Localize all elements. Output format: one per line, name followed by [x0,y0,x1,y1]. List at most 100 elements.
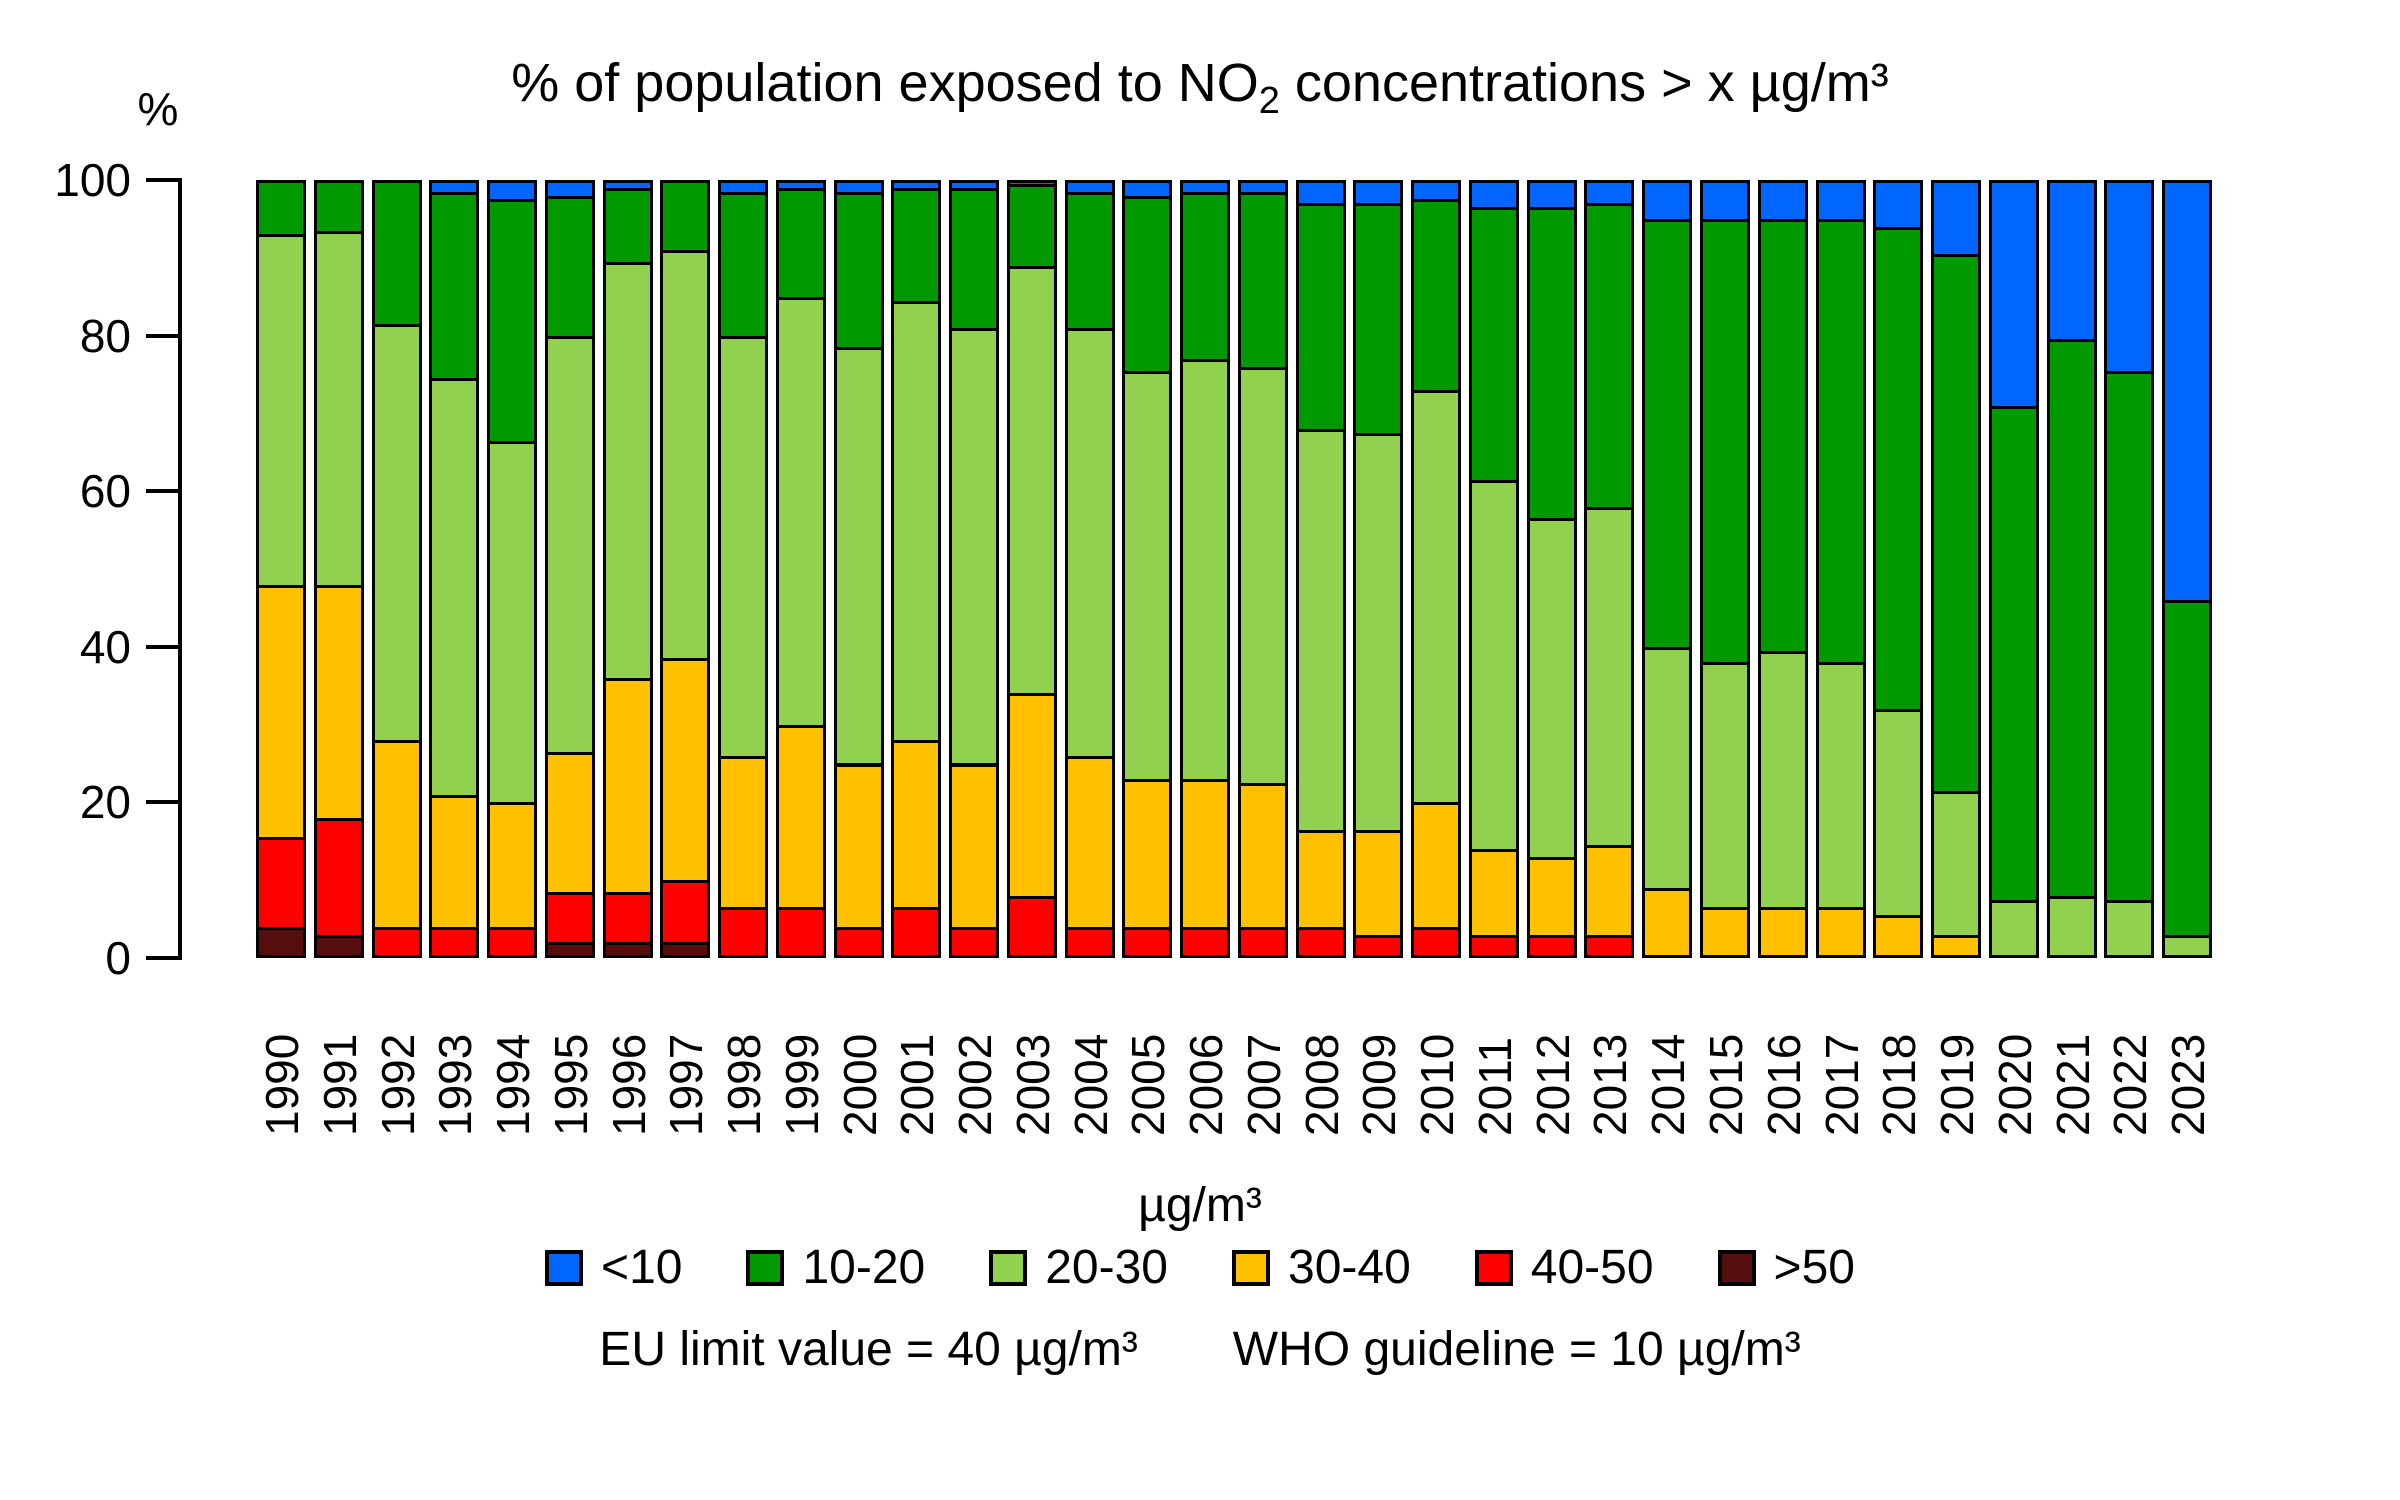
legend-item-2030: 20-30 [989,1244,1168,1292]
bar-segment-30-40-2016 [1757,907,1808,958]
chart-title-post: concentrations > x µg/m³ [1279,53,1889,113]
legend-item-10: <10 [545,1244,682,1292]
legend: <10 10-20 20-30 30-40 40-50 >50 [0,1244,2400,1292]
x-axis-label-2016: 2016 [1757,1033,1810,1136]
bar-segment-30-40-2002 [949,763,1000,930]
x-axis-label-2014: 2014 [1642,1033,1695,1136]
bar-segment-30-40-2003 [1006,693,1057,899]
y-axis-tick-label: 80 [79,309,131,362]
bar-segment-20-30-2002 [949,327,1000,767]
bar-segment-<10-2011 [1468,180,1519,211]
x-axis-label-2000: 2000 [833,1033,886,1136]
bar-segment-40-50-2007 [1237,926,1288,958]
bar-segment-10-20-2010 [1411,199,1462,394]
bar-segment-30-40-2013 [1584,845,1635,938]
x-axis-label-2007: 2007 [1237,1033,1290,1136]
bar-segment-40-50-2011 [1468,934,1519,958]
bar-segment-30-40-1998 [718,755,769,911]
bar-segment-40-50-2002 [949,926,1000,958]
bar-segment-30-40-1999 [775,724,826,911]
bar-segment-30-40-2012 [1526,856,1577,938]
bar-segment-<10-1999 [775,180,826,191]
bar-segment-40-50-2004 [1064,926,1115,958]
legend-swatch-icon [746,1250,785,1286]
bar-segment-<10-2013 [1584,180,1635,207]
bar-segment-10-20-2008 [1295,203,1346,432]
bar-segment-20-30-1990 [256,234,306,588]
bar-segment-10-20-1991 [313,180,364,234]
bar-segment-20-30-2019 [1931,790,1982,938]
x-axis-label-2004: 2004 [1064,1033,1117,1136]
y-axis-tick-label: 100 [54,154,131,206]
bar-segment-<10-2004 [1064,180,1115,195]
bar-segment-40-50-2012 [1526,934,1577,958]
bar-segment-30-40-2006 [1180,779,1231,930]
bar-segment-<10-2022 [2104,180,2155,374]
bar-segment-10-20-1994 [487,199,538,444]
bar-segment-10-20-2009 [1353,203,1404,436]
bar-segment-40-50-2006 [1180,926,1231,958]
legend-label: >50 [1773,1241,1855,1294]
x-axis-label-1995: 1995 [544,1033,597,1136]
bar-segment-40-50-2013 [1584,934,1635,958]
bar-segment-10-20-2015 [1700,218,1750,666]
x-axis-label-1991: 1991 [313,1033,366,1136]
bar-segment-30-40-1990 [256,584,306,841]
bar-segment-30-40-2004 [1064,755,1115,930]
bar-segment-30-40-2008 [1295,829,1346,930]
bar-segment-10-20-1995 [544,195,595,339]
y-axis-title: % [137,83,179,135]
y-axis-tick [146,333,178,338]
bar-segment-30-40-2001 [891,740,942,911]
bar-segment-<10-1996 [602,180,653,191]
x-axis-label-2010: 2010 [1411,1033,1464,1136]
bar-segment-20-30-1998 [718,335,769,759]
legend-swatch-icon [1232,1250,1270,1286]
bar-segment-40-50-1993 [429,926,480,958]
bar-segment-40-50-2003 [1006,895,1057,958]
bar-segment-<10-2008 [1295,180,1346,207]
bar-segment-40-50-2009 [1353,934,1404,958]
bar-segment-<10-2016 [1757,180,1808,222]
x-axis-label-1998: 1998 [718,1033,771,1136]
bar-segment-30-40-2017 [1815,907,1866,958]
x-axis-label-1993: 1993 [429,1033,482,1136]
legend-swatch-icon [1474,1250,1513,1286]
bar-segment-30-40-2007 [1237,782,1288,930]
bar-segment-30-40-1995 [544,751,595,895]
bar-segment-30-40-2005 [1122,779,1173,930]
bar-segment-20-30-2004 [1064,327,1115,759]
bar-segment-10-20-2021 [2046,339,2097,899]
bar-segment-40-50-1991 [313,817,364,938]
x-axis-label-2021: 2021 [2046,1033,2099,1136]
bar-segment-10-20-2002 [949,187,1000,331]
bar-segment-40-50-1995 [544,891,595,946]
bar-segment-<10-2000 [833,180,884,195]
bar-segment-40-50-2010 [1411,926,1462,958]
bar-segment-<10-2001 [891,180,942,191]
legend-item-50: >50 [1717,1241,1855,1294]
bar-segment-10-20-2006 [1180,191,1231,362]
bar-segment-40-50-1996 [602,891,653,946]
bar-segment-10-20-2005 [1122,195,1173,374]
bar-segment-20-30-2012 [1526,518,1577,860]
legend-label: 10-20 [802,1241,926,1294]
bar-segment-30-40-2015 [1700,907,1750,958]
x-axis-label-2019: 2019 [1931,1033,1984,1136]
bar-segment-20-30-2014 [1642,646,1693,891]
bar-segment-10-20-2001 [891,187,942,304]
bar-segment-20-30-2013 [1584,506,1635,849]
bar-segment-20-30-2018 [1873,709,1924,919]
bar-segment-20-30-2022 [2104,899,2155,958]
bar-segment-<10-1995 [544,180,595,199]
x-axis-label-2012: 2012 [1526,1033,1579,1136]
bar-segment-20-30-2016 [1757,650,1808,911]
bar-segment-30-40-2019 [1931,934,1982,958]
bar-segment-10-20-1990 [256,180,306,238]
x-axis-label-2011: 2011 [1468,1037,1521,1136]
bar-segment-<10-2019 [1931,180,1982,257]
bar-segment-10-20-2017 [1815,218,1866,666]
x-axis-label-2017: 2017 [1815,1033,1868,1136]
bar-segment-10-20-2000 [833,191,884,351]
